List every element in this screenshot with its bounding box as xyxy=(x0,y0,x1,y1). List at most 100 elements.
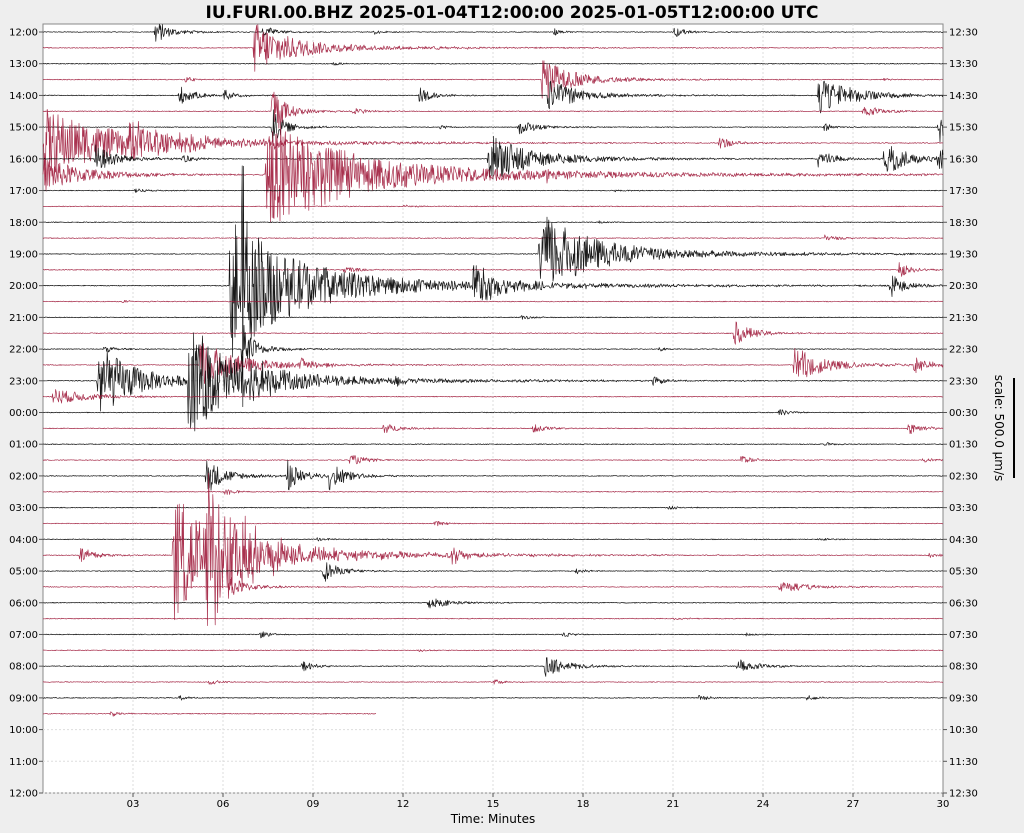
seismic-trace-1730 xyxy=(42,204,943,208)
x-axis-label: Time: Minutes xyxy=(450,812,535,826)
seismic-trace-1900 xyxy=(42,216,944,282)
y-tick-label-right: 05:30 xyxy=(949,567,978,578)
traces xyxy=(42,23,944,717)
seismic-trace-2230 xyxy=(42,343,944,385)
y-tick-label-left: 12:00 xyxy=(9,28,38,39)
x-tick-label: 30 xyxy=(937,799,950,810)
y-tick-label-left: 19:00 xyxy=(9,249,38,260)
y-tick-label-right: 18:30 xyxy=(949,218,978,229)
y-tick-label-right: 15:30 xyxy=(949,123,978,134)
x-tick-label: 06 xyxy=(217,799,230,810)
seismic-trace-0900 xyxy=(42,694,944,701)
right-axis: 12:30 13:30 14:30 15:30 16:30 17:30 18:30 19:30… xyxy=(943,28,978,800)
y-tick-label-left: 18:00 xyxy=(9,218,38,229)
y-tick-label-right: 23:30 xyxy=(949,376,978,387)
y-tick-label-right: 22:30 xyxy=(949,345,978,356)
seismic-trace-2000 xyxy=(42,165,944,408)
y-tick-label-right: 21:30 xyxy=(949,313,978,324)
seismic-trace-0230 xyxy=(42,489,944,495)
y-tick-label-right: 04:30 xyxy=(949,535,978,546)
x-tick-label: 18 xyxy=(577,799,590,810)
y-tick-label-right: 12:30 xyxy=(949,789,978,800)
y-tick-label-right: 20:30 xyxy=(949,281,978,292)
x-axis: 03 06 09 12 15 18 21 24 27 30 xyxy=(127,793,950,810)
y-tick-label-right: 17:30 xyxy=(949,186,978,197)
seismic-trace-1600 xyxy=(43,135,944,180)
seismic-trace-0800 xyxy=(42,657,944,677)
seismic-trace-1200 xyxy=(42,23,943,42)
x-tick-label: 24 xyxy=(757,799,770,810)
seismic-trace-1700 xyxy=(42,188,944,193)
x-tick-label: 03 xyxy=(127,799,140,810)
seismic-trace-1430 xyxy=(42,91,944,129)
seismic-trace-1830 xyxy=(42,234,944,241)
y-tick-label-left: 12:00 xyxy=(9,789,38,800)
seismic-trace-2130 xyxy=(42,321,944,345)
y-tick-label-right: 02:30 xyxy=(949,471,978,482)
y-tick-label-left: 05:00 xyxy=(9,567,38,578)
seismic-trace-0200 xyxy=(42,459,944,491)
y-tick-label-right: 01:30 xyxy=(949,440,978,451)
seismic-trace-0830 xyxy=(42,679,944,685)
y-tick-label-left: 04:00 xyxy=(9,535,38,546)
seismic-trace-0630 xyxy=(42,617,944,621)
x-tick-label: 15 xyxy=(487,799,500,810)
y-tick-label-right: 09:30 xyxy=(949,693,978,704)
seismic-trace-0000 xyxy=(43,409,944,416)
y-tick-label-right: 11:30 xyxy=(949,757,978,768)
y-tick-label-right: 03:30 xyxy=(949,503,978,514)
x-tick-label: 12 xyxy=(397,799,410,810)
y-tick-label-left: 13:00 xyxy=(9,59,38,70)
seismic-trace-2300 xyxy=(42,332,944,432)
y-tick-label-right: 16:30 xyxy=(949,154,978,165)
seismic-trace-2330 xyxy=(42,389,944,404)
y-tick-label-right: 10:30 xyxy=(949,725,978,736)
seismic-trace-0130 xyxy=(42,455,944,465)
seismic-trace-0700 xyxy=(42,631,944,639)
seismic-trace-0300 xyxy=(42,505,944,510)
y-tick-label-left: 03:00 xyxy=(9,503,38,514)
x-tick-label: 21 xyxy=(667,799,680,810)
y-tick-label-right: 14:30 xyxy=(949,91,978,102)
seismic-trace-0400 xyxy=(42,537,944,542)
y-tick-label-right: 12:30 xyxy=(949,28,978,39)
seismic-trace-1530 xyxy=(42,109,944,178)
seismic-trace-2200 xyxy=(43,325,944,364)
scale-label: scale: 500.0 µm/s xyxy=(992,375,1006,482)
y-tick-label-left: 02:00 xyxy=(9,471,38,482)
y-tick-label-left: 15:00 xyxy=(9,123,38,134)
left-axis: 12:00 13:00 14:00 15:00 16:00 17:00 18:00 19:00… xyxy=(9,28,43,800)
seismic-trace-1500 xyxy=(43,109,944,145)
seismic-trace-0600 xyxy=(42,598,944,609)
seismic-trace-0500 xyxy=(43,562,944,582)
y-tick-label-left: 16:00 xyxy=(9,154,38,165)
y-tick-label-left: 22:00 xyxy=(9,345,38,356)
seismic-trace-0730 xyxy=(42,649,944,652)
y-tick-label-right: 06:30 xyxy=(949,598,978,609)
y-tick-label-left: 06:00 xyxy=(9,598,38,609)
y-tick-label-right: 00:30 xyxy=(949,408,978,419)
seismic-trace-0100 xyxy=(42,442,944,446)
y-tick-label-right: 19:30 xyxy=(949,249,978,260)
seismic-trace-0030 xyxy=(42,424,944,435)
y-tick-label-left: 14:00 xyxy=(9,91,38,102)
seismic-trace-1800 xyxy=(42,220,943,224)
seismic-trace-1330 xyxy=(42,60,944,99)
seismic-trace-0530 xyxy=(42,577,943,595)
x-tick-label: 09 xyxy=(307,799,320,810)
chart-title: IU.FURI.00.BHZ 2025-01-04T12:00:00 2025-… xyxy=(206,3,819,23)
seismic-trace-1300 xyxy=(42,62,944,66)
y-tick-label-left: 07:00 xyxy=(9,630,38,641)
y-tick-label-right: 08:30 xyxy=(949,662,978,673)
y-tick-label-left: 08:00 xyxy=(9,662,38,673)
x-tick-label: 27 xyxy=(847,799,860,810)
seismic-trace-2030 xyxy=(42,299,944,303)
y-tick-label-left: 09:00 xyxy=(9,693,38,704)
seismic-trace-1230 xyxy=(42,24,943,72)
seismic-trace-0430 xyxy=(42,472,944,626)
seismic-trace-0330 xyxy=(42,521,943,527)
seismic-trace-0930 xyxy=(43,711,377,717)
seismic-trace-1400 xyxy=(42,80,944,114)
seismic-trace-1930 xyxy=(42,262,944,277)
y-tick-label-left: 10:00 xyxy=(9,725,38,736)
